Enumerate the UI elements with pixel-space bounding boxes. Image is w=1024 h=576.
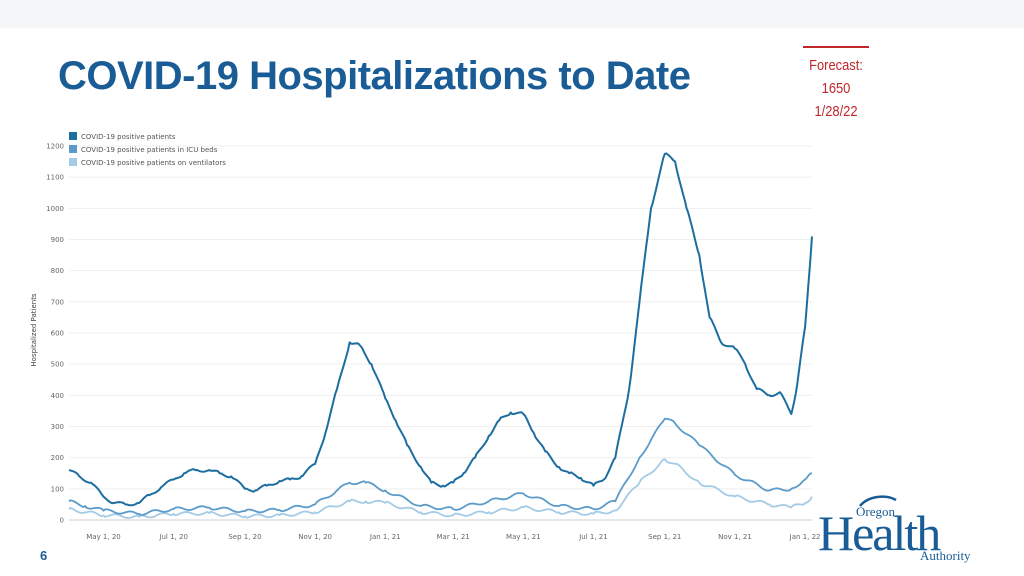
y-tick-label: 600	[51, 330, 64, 338]
y-axis-label: Hospitalized Patients	[30, 293, 38, 367]
y-axis-ticks: 0 100 200 300 400 500 600 700 800 900 1000 1100 1200	[46, 143, 64, 525]
y-tick-label: 800	[51, 267, 64, 275]
y-tick-label: 500	[51, 361, 64, 369]
x-axis-ticks: May 1, 20 Jul 1, 20 Sep 1, 20 Nov 1, 20 Jan …	[86, 533, 820, 541]
gridlines	[69, 145, 812, 521]
forecast-date: 1/28/22	[814, 103, 858, 120]
oregon-health-authority-logo: Oregon Health Authority	[818, 495, 971, 563]
y-tick-label: 400	[51, 392, 64, 400]
series-positive-patients-line	[68, 152, 813, 507]
legend-label-ventilators: COVID-19 positive patients on ventilator…	[81, 159, 226, 167]
y-tick-label: 1100	[46, 174, 64, 182]
y-tick-label: 100	[51, 485, 64, 493]
x-tick-label: May 1, 20	[86, 533, 121, 541]
x-tick-label: Nov 1, 20	[298, 533, 332, 541]
y-tick-label: 700	[51, 298, 64, 306]
forecast-rule	[803, 46, 869, 48]
legend-swatch-ventilators	[69, 158, 77, 166]
legend-label-positive: COVID-19 positive patients	[81, 133, 176, 141]
y-tick-label: 1000	[46, 205, 64, 213]
y-tick-label: 1200	[46, 143, 64, 151]
logo-authority: Authority	[920, 548, 971, 563]
x-tick-label: Jan 1, 21	[369, 533, 401, 541]
y-tick-label: 300	[51, 423, 64, 431]
series-icu-beds-line	[68, 417, 813, 516]
series-ventilators-line	[68, 458, 813, 519]
x-tick-label: Jan 1, 22	[789, 533, 821, 541]
x-tick-label: Mar 1, 21	[437, 533, 470, 541]
x-tick-label: Nov 1, 21	[718, 533, 752, 541]
x-tick-label: Sep 1, 21	[648, 533, 681, 541]
chart-legend: COVID-19 positive patients COVID-19 posi…	[69, 132, 226, 167]
y-tick-label: 0	[60, 517, 64, 525]
forecast-value: 1650	[821, 80, 851, 97]
legend-swatch-positive	[69, 132, 77, 140]
y-tick-label: 200	[51, 454, 64, 462]
forecast-callout: Forecast: 1650 1/28/22	[794, 46, 878, 123]
legend-label-icu: COVID-19 positive patients in ICU beds	[81, 146, 218, 154]
y-tick-label: 900	[51, 236, 64, 244]
logo-swoosh	[859, 495, 897, 507]
x-tick-label: Jul 1, 21	[578, 533, 607, 541]
slide-title: COVID-19 Hospitalizations to Date	[58, 54, 691, 98]
x-tick-label: Jul 1, 20	[158, 533, 187, 541]
legend-swatch-icu	[69, 145, 77, 153]
x-tick-label: May 1, 21	[506, 533, 541, 541]
header-band	[0, 0, 1024, 28]
forecast-label: Forecast:	[809, 57, 863, 74]
logo-oregon: Oregon	[856, 504, 895, 519]
logo-health: Health	[818, 505, 941, 561]
page-number: 6	[40, 548, 48, 563]
x-tick-label: Sep 1, 20	[228, 533, 261, 541]
series-lines	[68, 152, 813, 519]
